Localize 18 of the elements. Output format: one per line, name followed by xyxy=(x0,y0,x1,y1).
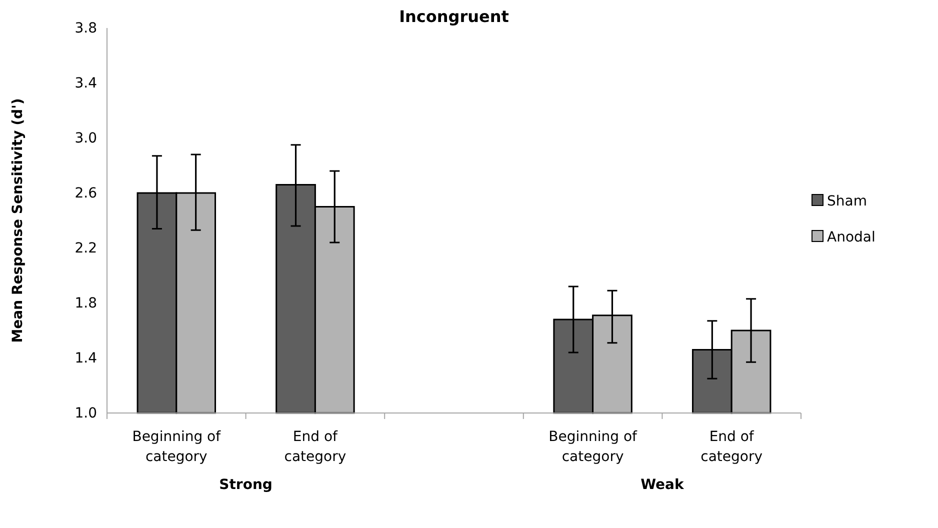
text: Weak xyxy=(640,477,684,493)
y-tick-label: 3.0 xyxy=(74,130,97,146)
legend-label: Anodal xyxy=(827,230,876,246)
y-axis-title: Mean Response Sensitivity (d') xyxy=(10,98,26,343)
chart-title: Incongruent xyxy=(399,7,510,26)
y-tick-label: 3.8 xyxy=(74,20,97,36)
text: Strong xyxy=(219,477,272,493)
x-tick-label: Beginning of category xyxy=(548,429,638,465)
y-tick-label: 1.0 xyxy=(74,405,97,422)
x-tick-label: End of category xyxy=(700,429,763,465)
y-tick-label: 3.4 xyxy=(74,75,98,92)
y-tick-label: 2.2 xyxy=(74,240,97,256)
x-tick-label: End of category xyxy=(284,429,346,465)
legend-label: Sham xyxy=(827,194,867,210)
y-tick-label: 2.6 xyxy=(74,185,98,202)
y-tick-label: 1.4 xyxy=(74,350,98,366)
y-tick-label: 1.8 xyxy=(74,295,97,312)
x-tick-label: Beginning of category xyxy=(132,429,222,465)
